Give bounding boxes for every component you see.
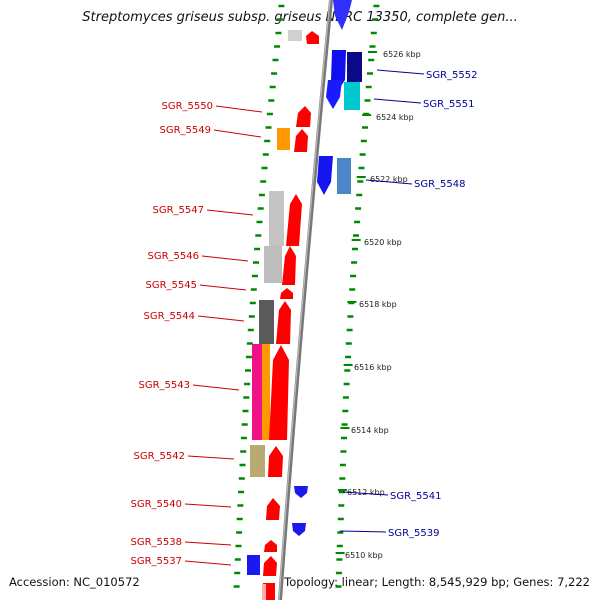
gene-sgr-5546-grey[interactable] [264,246,282,283]
gene-sgr-5548-blue[interactable] [317,156,333,195]
gene-sgr-5537[interactable] [263,556,277,576]
gene-label-sgr-5537[interactable]: SGR_5537 [131,556,183,567]
gene-red-top[interactable] [306,31,319,44]
gene-sgr-5542[interactable] [268,446,283,477]
gene-label-sgr-5543[interactable]: SGR_5543 [139,380,191,391]
gene-sgr-5543-magenta[interactable] [252,344,263,440]
gene-sgr-5538[interactable] [264,540,277,552]
gene-top-partial[interactable] [333,0,352,30]
kbp-label: 6516 kbp [354,363,392,372]
gene-label-sgr-5541[interactable]: SGR_5541 [390,491,442,502]
gene-sgr-5541[interactable] [294,486,308,498]
gene-label-sgr-5544[interactable]: SGR_5544 [144,311,196,322]
gene-sgr-5551-cyan[interactable] [344,82,360,110]
backbone [278,0,333,600]
accession-info: Accession: NC_010572 [9,575,140,589]
gene-sgr-5545[interactable] [280,288,293,299]
gene-label-sgr-5552[interactable]: SGR_5552 [426,70,478,81]
gene-bottom-pink[interactable] [262,584,266,600]
gene-label-sgr-5539[interactable]: SGR_5539 [388,528,440,539]
gene-label-sgr-5549[interactable]: SGR_5549 [160,125,212,136]
kbp-label: 6518 kbp [359,300,397,309]
gene-sgr-5548-steel[interactable] [337,158,351,194]
gene-label-sgr-5538[interactable]: SGR_5538 [131,537,183,548]
gene-label-sgr-5540[interactable]: SGR_5540 [131,499,183,510]
kbp-label: 6526 kbp [383,50,421,59]
left-gene-labels[interactable]: SGR_5550 SGR_5549 SGR_5547 SGR_5546 SGR_… [131,101,263,567]
gene-sgr-5546[interactable] [282,246,296,285]
kbp-label: 6512 kbp [347,488,385,497]
gene-sgr-5549[interactable] [294,129,308,152]
gene-sgr-5552-navy[interactable] [347,52,362,82]
topology-info: Topology: linear; Length: 8,545,929 bp; … [284,575,590,589]
kbp-label: 6514 kbp [351,426,389,435]
gene-sgr-5544-darkgrey[interactable] [259,300,274,344]
gene-sgr-5537-blue[interactable] [247,555,260,575]
gene-label-sgr-5546[interactable]: SGR_5546 [148,251,200,262]
gene-sgr-5547-grey[interactable] [269,191,284,246]
kbp-label: 6520 kbp [364,238,402,247]
gene-sgr-5550[interactable] [296,106,311,127]
gene-sgr-5551-blue[interactable] [326,80,342,109]
gene-sgr-5543-orange[interactable] [262,344,270,440]
kbp-scale: 6526 kbp 6524 kbp 6522 kbp 6520 kbp 6518… [345,50,421,560]
gene-grey-top[interactable] [288,30,302,41]
right-gene-labels[interactable]: SGR_5552 SGR_5551 SGR_5548 SGR_5541 SGR_… [339,69,478,539]
kbp-label: 6524 kbp [376,113,414,122]
gene-label-sgr-5551[interactable]: SGR_5551 [423,99,475,110]
gene-sgr-5540[interactable] [266,498,280,520]
gene-label-sgr-5547[interactable]: SGR_5547 [153,205,205,216]
gene-sgr-5544[interactable] [276,301,291,344]
gene-label-sgr-5542[interactable]: SGR_5542 [134,451,186,462]
kbp-label: 6522 kbp [370,175,408,184]
map-title: Streptomyces griseus subsp. griseus NBRC… [82,10,518,25]
gene-sgr-5543[interactable] [269,345,289,440]
gene-label-sgr-5548[interactable]: SGR_5548 [414,179,466,190]
kbp-label: 6510 kbp [345,551,383,560]
gene-sgr-5539[interactable] [292,523,306,536]
gene-sgr-5549-orange[interactable] [277,128,290,150]
gene-sgr-5547[interactable] [286,194,302,246]
ruler-dots [233,4,380,588]
gene-features[interactable] [247,0,362,600]
gene-label-sgr-5545[interactable]: SGR_5545 [146,280,198,291]
gene-sgr-5542-olive[interactable] [250,445,265,477]
gene-label-sgr-5550[interactable]: SGR_5550 [162,101,214,112]
